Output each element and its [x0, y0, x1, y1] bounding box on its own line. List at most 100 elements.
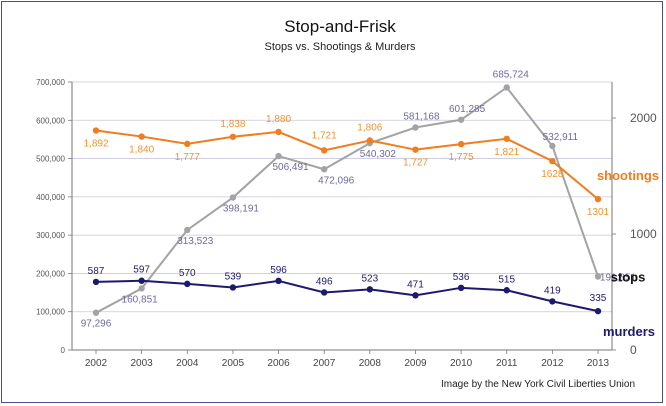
data-label-shootings: 1,880 [266, 114, 291, 125]
data-label-stops: 191,851 [600, 273, 637, 284]
x-tick-label: 2013 [587, 358, 610, 369]
data-label-murders: 471 [407, 279, 424, 290]
series-name-shootings: shootings [597, 168, 659, 183]
right-tick-label: 2000 [630, 111, 657, 125]
axes: 0 100,000 200,000 300,000 400,000 500,000 600,… [36, 78, 657, 369]
data-label-shootings: 1,727 [403, 158, 428, 169]
data-point-stops [184, 226, 191, 234]
left-tick-label: 100,000 [36, 308, 65, 317]
data-label-shootings: 1,806 [357, 123, 382, 134]
data-point-murders [275, 277, 282, 285]
data-point-stops [457, 116, 465, 123]
data-label-murders: 597 [133, 265, 150, 276]
data-label-murders: 419 [544, 285, 561, 296]
left-tick-label: 200,000 [36, 269, 65, 278]
x-tick-label: 2009 [404, 358, 427, 369]
data-label-shootings: 1,840 [129, 145, 154, 156]
data-point-shootings [138, 133, 145, 140]
data-label-stops: 506,491 [272, 162, 309, 173]
data-label-murders: 496 [316, 276, 333, 287]
data-point-shootings [229, 133, 237, 140]
data-label-stops: 160,851 [122, 294, 159, 305]
data-point-stops [275, 152, 282, 160]
right-tick-label: 0 [630, 343, 637, 357]
left-tick-label: 500,000 [36, 155, 65, 164]
data-label-shootings: 1301 [587, 207, 610, 218]
data-point-stops [503, 84, 510, 91]
left-tick-label: 700,000 [36, 78, 65, 87]
data-label-stops: 472,096 [318, 175, 355, 186]
data-label-murders: 335 [590, 293, 607, 304]
x-tick-label: 2003 [131, 358, 154, 369]
data-label-murders: 570 [179, 268, 196, 279]
data-point-murders [549, 298, 556, 305]
left-tick-label: 600,000 [36, 116, 65, 125]
data-point-murders [320, 289, 328, 296]
data-point-murders [412, 292, 419, 299]
data-point-shootings [412, 146, 419, 153]
data-label-murders: 523 [361, 273, 378, 284]
series-line-shootings [95, 129, 599, 200]
data-label-shootings: 1,838 [220, 119, 245, 130]
data-label-murders: 536 [453, 272, 470, 283]
data-point-shootings [92, 127, 100, 134]
right-tick-label: 1000 [630, 227, 657, 241]
data-label-stops: 313,523 [177, 236, 214, 247]
data-point-shootings [184, 140, 191, 148]
data-point-stops [92, 309, 100, 316]
series-name-stops: stops [611, 270, 646, 285]
data-point-murders [92, 278, 100, 286]
data-label-shootings: 1,777 [175, 152, 200, 163]
data-point-murders [366, 286, 374, 293]
series-layer [92, 84, 602, 316]
data-point-stops [549, 142, 556, 150]
data-point-stops [138, 285, 145, 292]
data-point-shootings [549, 157, 556, 165]
x-tick-label: 2002 [85, 358, 108, 369]
data-label-stops: 581,168 [403, 111, 440, 122]
data-point-shootings [366, 137, 374, 144]
data-label-murders: 587 [88, 266, 105, 277]
chart-subtitle: Stops vs. Shootings & Murders [264, 41, 416, 53]
series-line-stops [95, 86, 599, 314]
data-point-shootings [457, 140, 465, 148]
x-tick-label: 2007 [313, 358, 336, 369]
data-point-murders [184, 280, 191, 288]
data-label-shootings: 1,892 [83, 139, 108, 150]
chart-title: Stop-and-Frisk [284, 17, 396, 36]
data-point-stops [594, 273, 602, 280]
series-name-murders: murders [603, 324, 655, 339]
data-label-shootings: 1628 [541, 169, 564, 180]
data-label-shootings: 1,721 [312, 130, 337, 141]
data-point-murders [503, 287, 510, 294]
data-label-shootings: 1,821 [494, 147, 519, 158]
data-point-stops [412, 124, 419, 131]
data-label-stops: 532,911 [543, 132, 579, 143]
data-label-stops: 97,296 [81, 319, 112, 330]
x-tick-label: 2011 [496, 358, 518, 369]
data-point-stops [320, 166, 328, 173]
x-tick-label: 2012 [541, 358, 564, 369]
data-point-murders [229, 284, 237, 291]
data-label-shootings: 1,775 [449, 152, 474, 163]
data-point-stops [229, 194, 237, 201]
x-tick-label: 2010 [450, 358, 473, 369]
data-label-stops: 398,191 [223, 204, 260, 215]
data-point-murders [594, 307, 602, 315]
x-tick-label: 2005 [222, 358, 245, 369]
left-tick-label: 0 [61, 346, 66, 355]
x-tick-label: 2008 [359, 358, 382, 369]
left-tick-label: 400,000 [36, 193, 65, 202]
x-tick-label: 2004 [176, 358, 199, 369]
data-label-murders: 539 [225, 271, 242, 282]
data-label-stops: 540,302 [360, 149, 397, 160]
data-label-murders: 515 [498, 274, 515, 285]
data-label-murders: 596 [270, 265, 287, 276]
data-point-murders [138, 277, 145, 284]
left-tick-label: 300,000 [36, 231, 65, 240]
x-tick-label: 2006 [267, 358, 290, 369]
data-label-stops: 685,724 [493, 69, 530, 80]
data-labels: 97,296 160,851 313,523 398,191 506,491 472,09… [81, 69, 659, 339]
